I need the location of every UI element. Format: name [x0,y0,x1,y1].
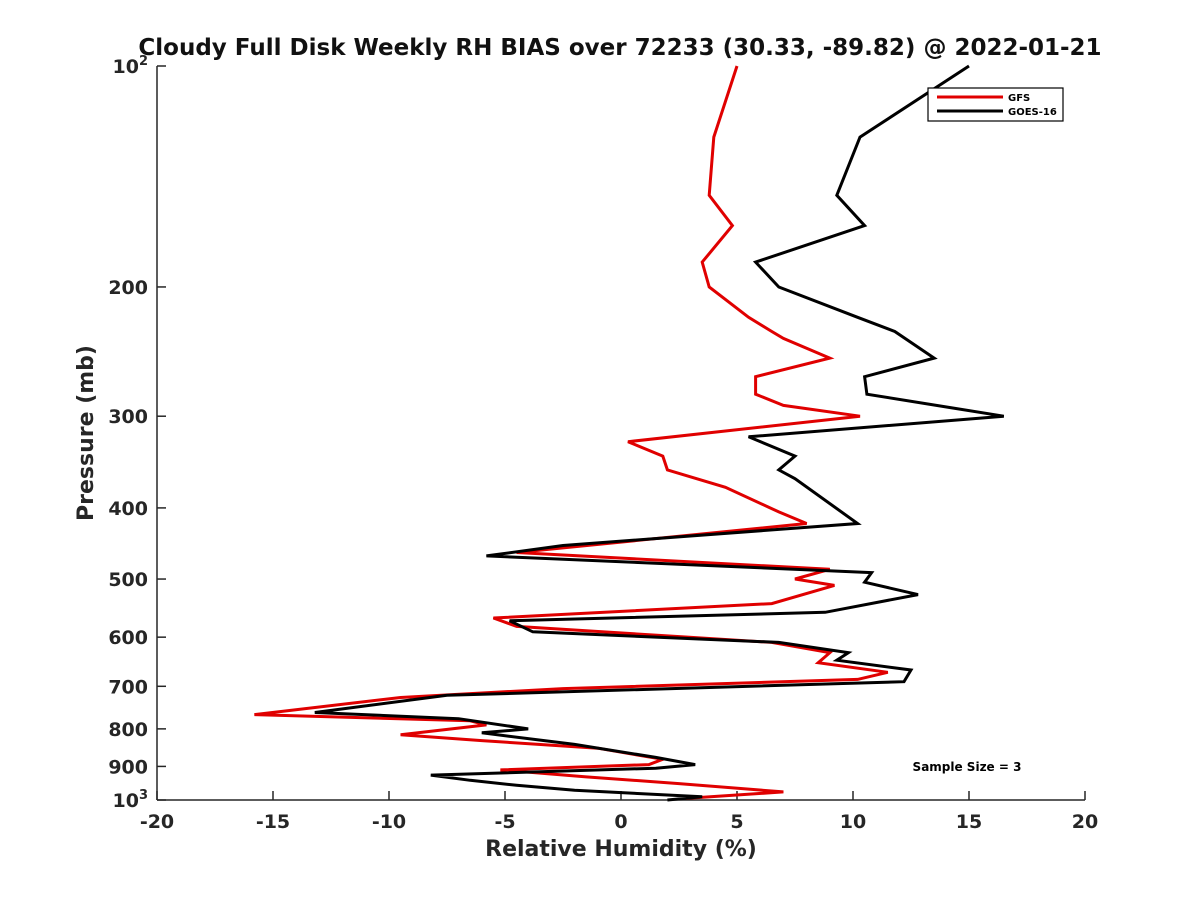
chart-title: Cloudy Full Disk Weekly RH BIAS over 722… [138,35,1101,61]
y-tick-label: 400 [108,498,148,520]
series-line-gfs [254,65,889,800]
x-tick-label: -15 [256,811,290,833]
y-tick-label: 200 [108,277,148,299]
y-tick-label: 102 [113,54,149,78]
x-tick-label: 10 [840,811,866,833]
x-tick-label: -10 [372,811,406,833]
y-tick-label: 700 [108,676,148,698]
y-tick-label: 103 [113,788,149,812]
x-tick-label: 20 [1072,811,1098,833]
x-axis-ticks: -20 -15 -10 -5 0 5 10 15 20 [140,791,1098,833]
series-line-goes-16 [314,64,1005,802]
x-tick-label: -5 [494,811,515,833]
legend: GFS GOES-16 [927,87,1064,122]
y-tick-label: 300 [108,406,148,428]
x-axis-label: Relative Humidity (%) [485,837,757,862]
legend-box [927,87,1064,122]
legend-label-goes-16: GOES-16 [1008,107,1057,118]
y-axis-label: Pressure (mb) [74,345,99,521]
x-tick-label: -20 [140,811,174,833]
legend-label-gfs: GFS [1008,93,1030,104]
x-tick-label: 15 [956,811,982,833]
series-lines [254,64,1005,802]
x-tick-label: 5 [730,811,743,833]
y-tick-label: 900 [108,756,148,778]
y-tick-label: 500 [108,569,148,591]
y-tick-label: 600 [108,627,148,649]
x-tick-label: 0 [614,811,627,833]
sample-size-annotation: Sample Size = 3 [913,760,1022,774]
y-axis-ticks: 102 200 300 400 500 600 700 800 900 103 [108,54,166,812]
y-tick-label: 800 [108,719,148,741]
